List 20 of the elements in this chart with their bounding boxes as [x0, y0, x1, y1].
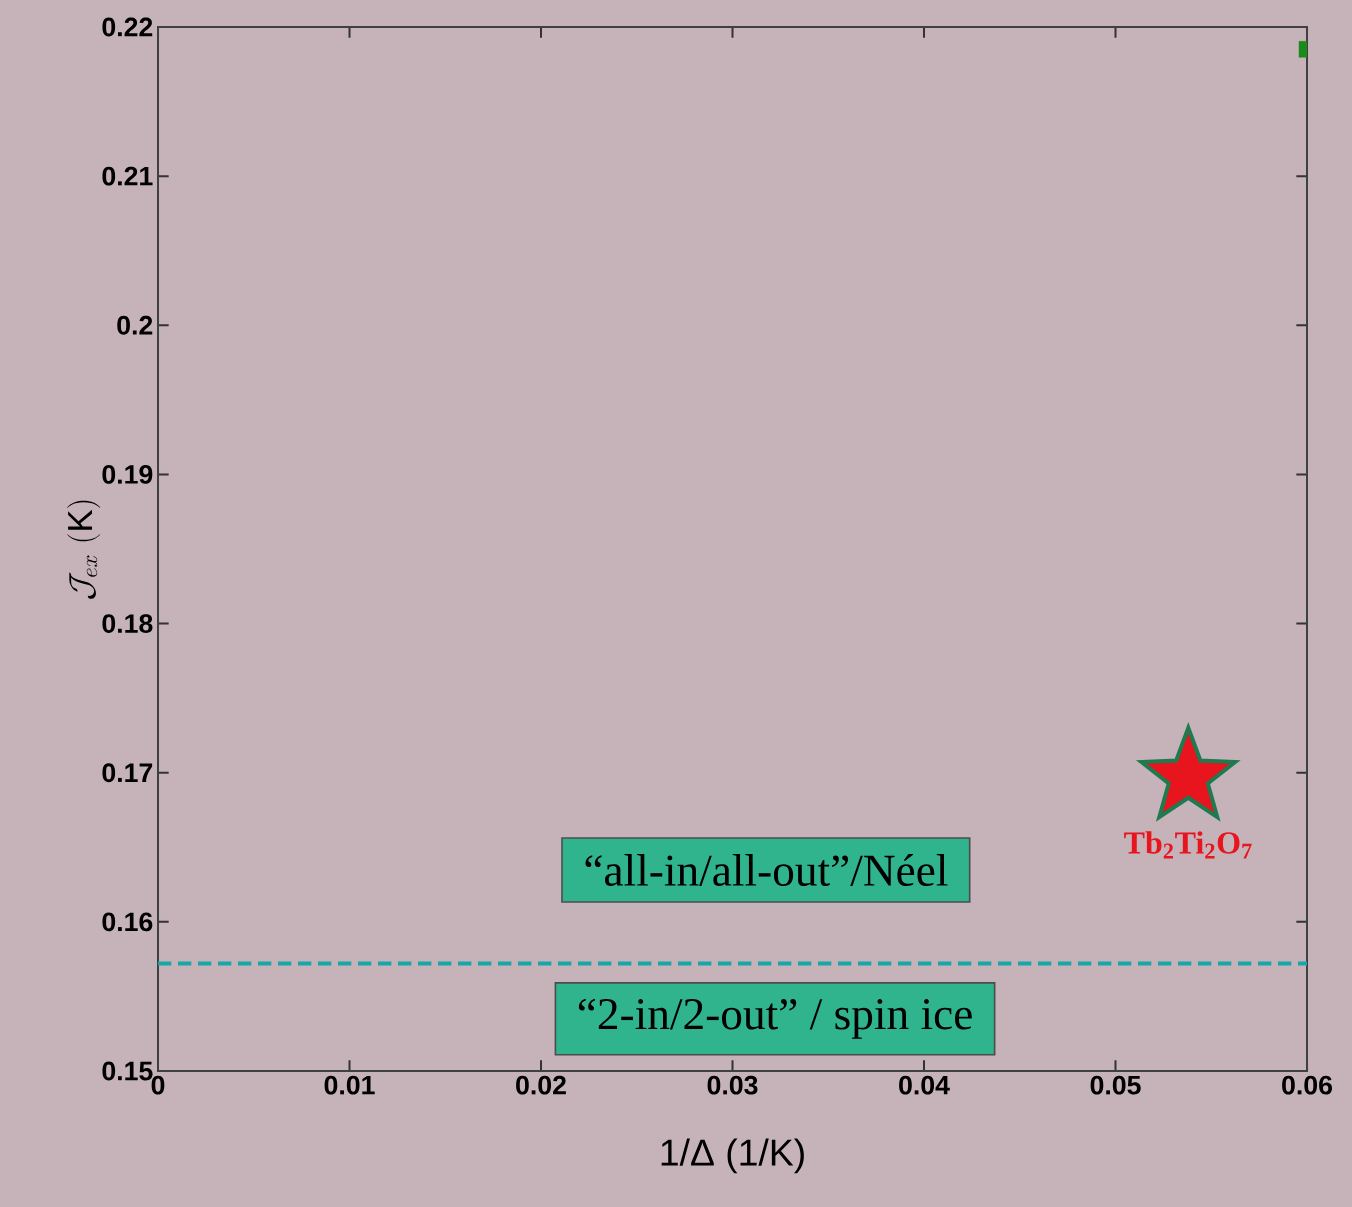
x-tick-label: 0.04 [899, 1075, 950, 1095]
x-tick-label: 0.06 [1282, 1075, 1332, 1095]
x-tick-label: 0.03 [707, 1075, 758, 1095]
x-tick-label: 0.05 [1090, 1075, 1141, 1095]
x-tick-label: 0 [151, 1075, 165, 1095]
text: Tb$_{2}$Ti$_{2}$O$_{7}$ [1124, 831, 1252, 859]
y-tick-label: 0.16 [102, 912, 153, 932]
annotation: “2-in/2-out” / spin ice [578, 998, 972, 1039]
y-axis-title: $\mathcal{J}_{ex}\ (\mathrm{K})$ [67, 500, 101, 599]
x-tick-label: 0.02 [516, 1075, 566, 1095]
y-tick-label: 0.15 [102, 1061, 153, 1081]
y-tick-label: 0.22 [102, 17, 153, 37]
y-tick-label: 0.21 [102, 166, 153, 186]
x-tick-label: 0.01 [324, 1075, 375, 1095]
x-axis-title: 1/Δ (1/K) [661, 1138, 804, 1174]
annotation: “all-in/all-out”/Néel [585, 854, 948, 886]
y-tick-label: 0.18 [102, 614, 153, 633]
y-tick-label: 0.19 [102, 465, 153, 484]
y-tick-label: 0.17 [102, 763, 153, 783]
y-tick-label: 0.2 [117, 315, 153, 335]
